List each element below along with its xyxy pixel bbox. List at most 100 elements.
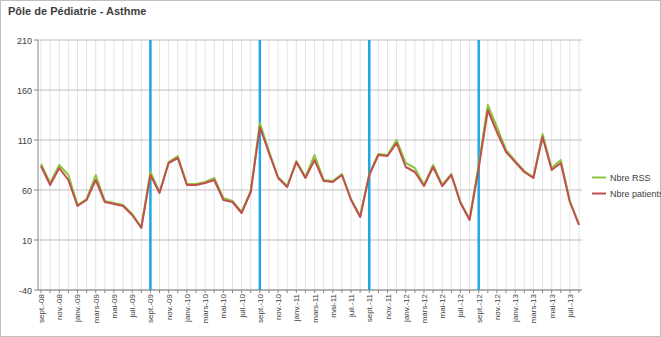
- x-tick: [50, 290, 51, 293]
- x-tick: [569, 290, 570, 293]
- x-grid-line: [323, 40, 324, 290]
- y-tick: [34, 40, 38, 41]
- series-line: [41, 110, 579, 228]
- x-grid-line: [95, 40, 96, 290]
- x-tick-label: nov.-11: [384, 293, 393, 319]
- y-grid-line: [38, 290, 582, 291]
- x-grid-line: [113, 40, 114, 290]
- x-grid-line: [305, 40, 306, 290]
- x-tick: [223, 290, 224, 293]
- x-tick: [186, 290, 187, 293]
- x-tick-label: janv.-12: [402, 293, 411, 322]
- marker-line: [259, 40, 262, 290]
- legend: Nbre RSSNbre patients: [592, 173, 661, 199]
- x-tick: [278, 290, 279, 293]
- x-grid-line: [214, 40, 215, 290]
- x-tick: [232, 290, 233, 293]
- x-tick-label: mars-09: [92, 293, 101, 323]
- x-tick-label: juil.-09: [128, 293, 137, 318]
- y-tick: [34, 90, 38, 91]
- x-grid-line: [259, 40, 260, 290]
- x-tick-label: sept.-12: [475, 293, 484, 322]
- x-tick: [196, 290, 197, 293]
- x-tick: [369, 290, 370, 293]
- x-grid-line: [487, 40, 488, 290]
- x-tick: [123, 290, 124, 293]
- x-grid-line: [423, 40, 424, 290]
- x-tick: [268, 290, 269, 293]
- x-grid-line: [396, 40, 397, 290]
- x-grid-line: [68, 40, 69, 290]
- x-grid-line: [104, 40, 105, 290]
- x-tick: [332, 290, 333, 293]
- x-tick: [168, 290, 169, 293]
- x-tick: [68, 290, 69, 293]
- x-tick: [442, 290, 443, 293]
- x-tick-label: sept.-08: [37, 293, 46, 322]
- x-grid-line: [287, 40, 288, 290]
- x-tick-label: juil.-10: [238, 293, 247, 318]
- x-grid-line: [351, 40, 352, 290]
- x-grid-line: [542, 40, 543, 290]
- x-grid-line: [86, 40, 87, 290]
- y-tick-label: 60: [22, 186, 32, 196]
- x-tick: [469, 290, 470, 293]
- x-grid-line: [387, 40, 388, 290]
- y-tick-label: 10: [22, 236, 32, 246]
- x-tick-label: mars-11: [311, 293, 320, 322]
- x-grid-line: [223, 40, 224, 290]
- x-tick-label: janv.-13: [511, 293, 520, 322]
- x-tick: [205, 290, 206, 293]
- x-tick-label: janv.-11: [292, 293, 301, 322]
- x-tick-label: sept.-10: [256, 293, 265, 322]
- x-grid-line: [360, 40, 361, 290]
- x-grid-line: [268, 40, 269, 290]
- x-tick: [305, 290, 306, 293]
- x-tick: [159, 290, 160, 293]
- x-grid-line: [496, 40, 497, 290]
- x-tick-label: juil.-13: [566, 293, 575, 318]
- legend-label: Nbre patients: [610, 189, 661, 199]
- chart: Pôle de Pédiatrie - Asthme-4010601101602…: [0, 0, 661, 337]
- x-tick: [250, 290, 251, 293]
- marker-line: [149, 40, 152, 290]
- x-grid-line: [341, 40, 342, 290]
- x-grid-line: [369, 40, 370, 290]
- x-grid-line: [150, 40, 151, 290]
- x-grid-line: [278, 40, 279, 290]
- chart-frame: [1, 1, 661, 337]
- x-tick-label: nov.-12: [493, 293, 502, 320]
- x-tick: [460, 290, 461, 293]
- x-grid-line: [250, 40, 251, 290]
- y-tick: [34, 240, 38, 241]
- x-tick-label: nov.-08: [55, 293, 64, 320]
- x-tick: [41, 290, 42, 293]
- x-tick-label: janv.-10: [183, 293, 192, 322]
- x-grid-line: [442, 40, 443, 290]
- title: Pôle de Pédiatrie - Asthme: [8, 5, 146, 17]
- y-grid-line: [38, 240, 582, 241]
- x-tick-label: mai-09: [110, 293, 119, 318]
- y-tick-label: 110: [18, 136, 32, 146]
- x-grid-line: [159, 40, 160, 290]
- x-tick: [387, 290, 388, 293]
- x-grid-line: [378, 40, 379, 290]
- y-axis: [38, 40, 39, 290]
- plot-area: [41, 40, 579, 290]
- x-grid-line: [332, 40, 333, 290]
- x-grid-line: [232, 40, 233, 290]
- y-tick-label: -40: [19, 286, 32, 296]
- x-grid-line: [177, 40, 178, 290]
- x-tick: [579, 290, 580, 293]
- x-tick: [378, 290, 379, 293]
- x-tick: [59, 290, 60, 293]
- x-tick: [524, 290, 525, 293]
- x-grid-line: [196, 40, 197, 290]
- x-tick: [515, 290, 516, 293]
- x-tick: [296, 290, 297, 293]
- x-tick-label: mars-10: [201, 293, 210, 323]
- x-tick: [506, 290, 507, 293]
- x-grid-line: [123, 40, 124, 290]
- y-grid-line: [38, 190, 582, 191]
- x-grid-line: [205, 40, 206, 290]
